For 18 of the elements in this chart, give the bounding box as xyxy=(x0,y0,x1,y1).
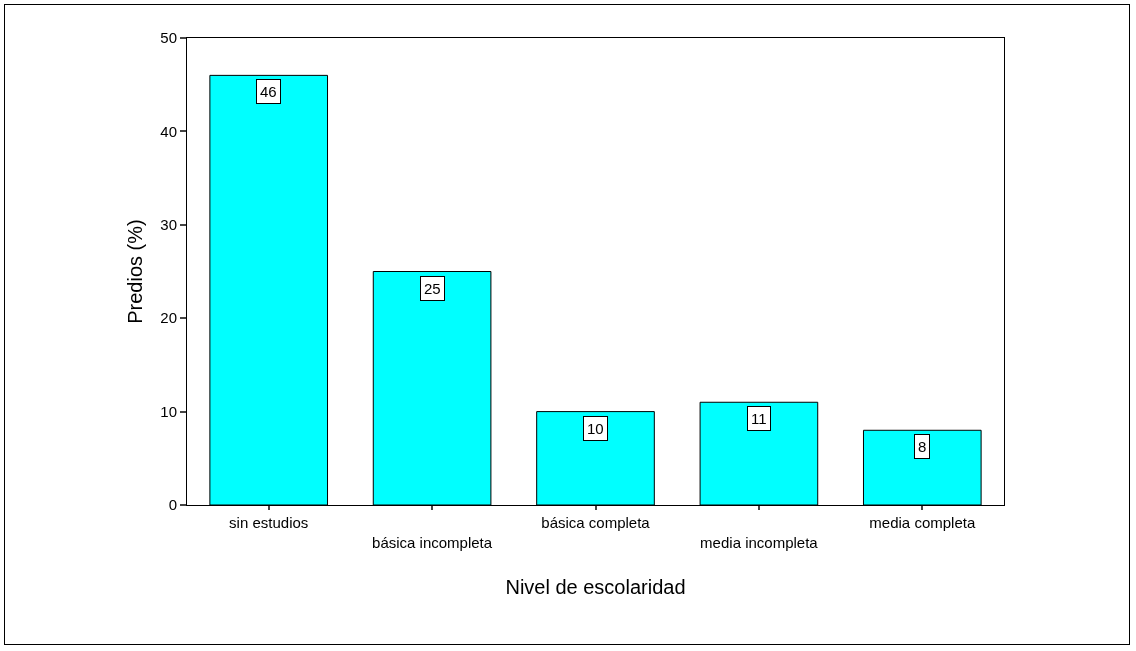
y-tick-label: 50 xyxy=(160,29,177,47)
x-axis-title: Nivel de escolaridad xyxy=(505,576,686,598)
data-label: 11 xyxy=(751,410,767,427)
data-label: 8 xyxy=(918,438,927,455)
y-tick-label: 40 xyxy=(160,122,177,140)
y-tick-label: 20 xyxy=(160,309,177,327)
y-axis-title: Predios (%) xyxy=(123,219,146,324)
data-label: 10 xyxy=(587,420,604,437)
data-label: 46 xyxy=(260,83,277,100)
y-tick-label: 0 xyxy=(168,496,177,514)
data-label: 25 xyxy=(424,280,441,297)
x-tick-label: básica incompleta xyxy=(372,533,493,551)
x-tick-label: media incompleta xyxy=(700,533,819,551)
x-tick-label: sin estudios xyxy=(229,514,309,531)
x-tick-label: media completa xyxy=(869,514,976,531)
y-tick-label: 10 xyxy=(160,402,177,420)
y-tick-label: 30 xyxy=(160,216,177,234)
x-tick-label: básica completa xyxy=(541,514,651,531)
